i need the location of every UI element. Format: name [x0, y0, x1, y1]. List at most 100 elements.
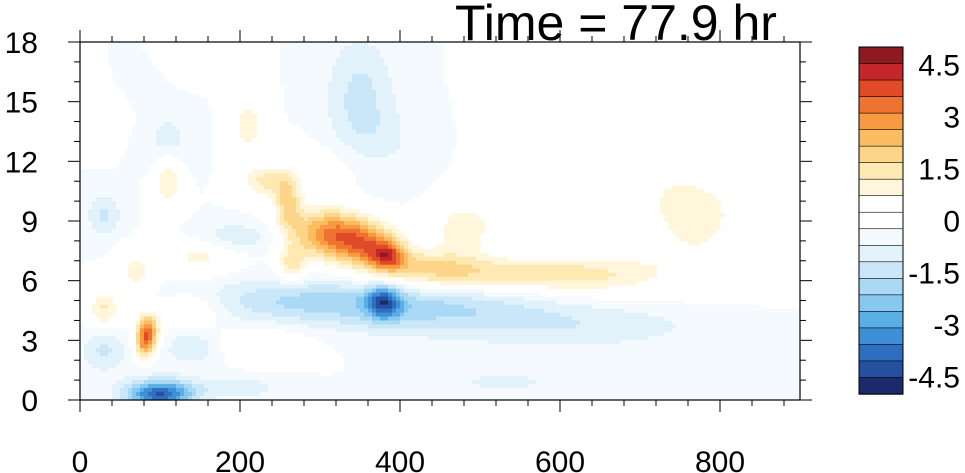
contour-cell [316, 240, 321, 246]
contour-cell [204, 201, 209, 206]
contour-cell [448, 264, 453, 270]
contour-cell [116, 81, 121, 87]
contour-cell [196, 224, 201, 230]
contour-cell [308, 256, 313, 262]
contour-cell [348, 89, 353, 95]
contour-cell [400, 53, 405, 59]
contour-cell [552, 272, 557, 278]
contour-cell [196, 284, 201, 290]
contour-cell [100, 201, 105, 206]
contour-cell [672, 300, 677, 306]
contour-cell [336, 292, 341, 298]
contour-cell [404, 173, 409, 178]
contour-cell [776, 312, 781, 318]
contour-cell [556, 300, 561, 306]
contour-cell [132, 264, 137, 270]
contour-cell [324, 213, 329, 218]
contour-cell [240, 296, 245, 302]
contour-cell [248, 173, 253, 178]
contour-cell [216, 300, 221, 306]
contour-cell [604, 284, 609, 290]
contour-cell [468, 217, 473, 222]
contour-cell [280, 224, 285, 230]
contour-cell [436, 169, 441, 174]
contour-cell [728, 308, 733, 314]
contour-cell [372, 300, 377, 306]
contour-cell [704, 316, 709, 322]
contour-cell [84, 209, 89, 214]
contour-cell [204, 129, 209, 135]
contour-cell [348, 109, 353, 115]
contour-cell [632, 308, 637, 314]
contour-cell [248, 280, 253, 286]
contour-cell [144, 312, 149, 318]
contour-cell [196, 280, 201, 286]
contour-cell [224, 320, 229, 326]
contour-cell [308, 272, 313, 278]
contour-cell [504, 304, 509, 310]
contour-cell [300, 292, 305, 298]
contour-cell [728, 316, 733, 322]
contour-cell [368, 185, 373, 190]
contour-cell [424, 316, 429, 322]
contour-cell [220, 205, 225, 210]
contour-cell [300, 296, 305, 302]
contour-cell [436, 93, 441, 99]
contour-cell [608, 312, 613, 318]
contour-cell [332, 73, 337, 79]
contour-cell [424, 272, 429, 278]
contour-cell [260, 181, 265, 186]
contour-cell [364, 177, 369, 182]
contour-cell [416, 121, 421, 127]
contour-cell [320, 45, 325, 51]
contour-cell [352, 248, 357, 254]
contour-cell [548, 264, 553, 270]
contour-cell [328, 125, 333, 131]
contour-cell [528, 300, 533, 306]
contour-cell [744, 304, 749, 310]
contour-cell [540, 300, 545, 306]
contour-cell [132, 169, 137, 174]
contour-cell [332, 244, 337, 250]
contour-cell [300, 65, 305, 71]
contour-cell [380, 133, 385, 139]
contour-cell [128, 165, 133, 170]
contour-cell [368, 53, 373, 59]
contour-cell [400, 129, 405, 135]
contour-cell [600, 280, 605, 286]
contour-cell [340, 300, 345, 306]
contour-cell [340, 209, 345, 214]
contour-cell [340, 57, 345, 63]
contour-cell [548, 312, 553, 318]
contour-cell [472, 240, 477, 246]
contour-cell [96, 213, 101, 218]
contour-cell [404, 312, 409, 318]
contour-cell [432, 248, 437, 254]
contour-cell [556, 304, 561, 310]
contour-cell [400, 105, 405, 111]
contour-cell [324, 276, 329, 282]
contour-cell [192, 121, 197, 127]
contour-cell [232, 232, 237, 238]
contour-cell [496, 316, 501, 322]
contour-cell [672, 304, 677, 310]
contour-cell [348, 292, 353, 298]
contour-cell [296, 248, 301, 254]
contour-cell [712, 197, 717, 202]
contour-cell [356, 165, 361, 170]
contour-cell [580, 316, 585, 322]
contour-cell [136, 213, 141, 218]
contour-cell [408, 121, 413, 127]
contour-cell [348, 308, 353, 314]
contour-cell [352, 213, 357, 218]
contour-cell [544, 316, 549, 322]
contour-cell [448, 244, 453, 250]
contour-cell [376, 165, 381, 170]
contour-cell [152, 113, 157, 119]
contour-cell [656, 312, 661, 318]
contour-cell [436, 57, 441, 63]
contour-cell [720, 316, 725, 322]
contour-cell [436, 53, 441, 59]
contour-cell [376, 300, 381, 306]
contour-cell [332, 228, 337, 234]
